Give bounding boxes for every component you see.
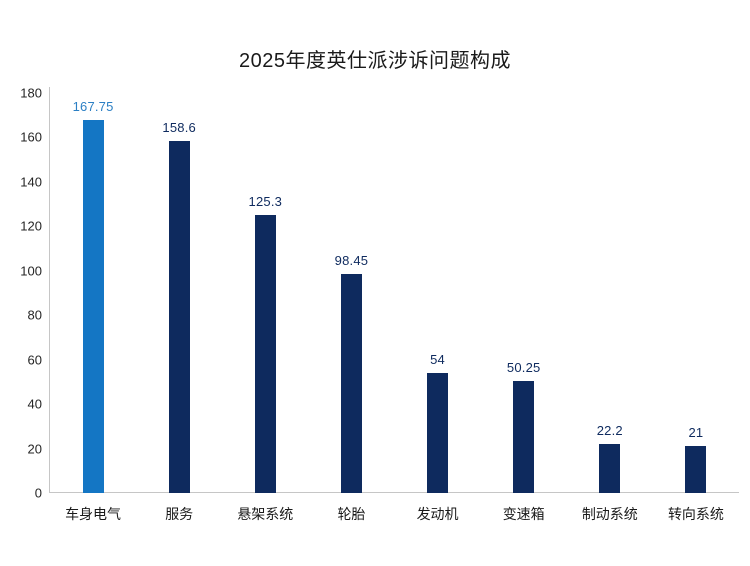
bar-value-label: 158.6 <box>162 119 196 135</box>
x-axis-category-label: 车身电气 <box>65 506 122 522</box>
y-axis-tick-label: 160 <box>20 129 42 145</box>
y-axis-tick-label: 80 <box>27 307 42 323</box>
bar <box>513 381 535 493</box>
bar <box>599 443 621 493</box>
y-axis-tick-label: 140 <box>20 174 42 190</box>
bar-group: 21 转向系统 <box>653 93 739 522</box>
bar <box>685 446 707 493</box>
y-axis-tick-label: 20 <box>27 441 42 457</box>
plot-area: 167.75 车身电气 158.6 服务 125.3 悬架系统 98.45 轮胎 54 发动机 50… <box>49 87 739 522</box>
bar <box>427 373 449 493</box>
x-axis-category-label: 转向系统 <box>667 506 724 522</box>
bar-value-label: 125.3 <box>248 193 283 209</box>
x-axis-category-label: 发动机 <box>416 506 459 522</box>
bar-value-label: 167.75 <box>72 99 114 115</box>
bar <box>254 214 276 493</box>
bar <box>340 274 362 493</box>
bar-group: 50.25 变速箱 <box>481 93 567 522</box>
bar-value-label: 54 <box>430 352 445 367</box>
x-axis-category-label: 悬架系统 <box>237 506 294 522</box>
y-axis-tick-label: 180 <box>20 85 42 101</box>
y-axis-line <box>49 87 50 493</box>
x-axis-category-label: 轮胎 <box>337 506 366 522</box>
x-axis-category-label: 变速箱 <box>502 506 545 522</box>
bar-group: 98.45 轮胎 <box>308 93 394 522</box>
y-axis-tick-label: 120 <box>20 218 42 234</box>
x-axis-category-label: 制动系统 <box>581 506 638 522</box>
y-axis-tick-label: 60 <box>27 352 42 368</box>
y-axis-tick-label: 40 <box>27 396 42 412</box>
bar-value-label: 21 <box>688 425 704 441</box>
bar-value-label: 98.45 <box>334 253 369 269</box>
bar-group: 158.6 服务 <box>136 93 222 522</box>
bar-group: 22.2 制动系统 <box>567 93 653 522</box>
bar <box>82 120 104 493</box>
y-axis-tick-label: 100 <box>20 263 42 279</box>
bar-group: 54 发动机 <box>395 93 481 522</box>
chart-title: 2025年度英仕派涉诉问题构成 <box>239 50 511 72</box>
x-axis-line <box>49 492 739 493</box>
bars-container: 167.75 车身电气 158.6 服务 125.3 悬架系统 98.45 轮胎 54 发动机 50… <box>50 93 739 522</box>
bar-group: 167.75 车身电气 <box>50 93 136 522</box>
bar-value-label: 22.2 <box>596 422 623 438</box>
bar-value-label: 50.25 <box>506 360 541 376</box>
bar-group: 125.3 悬架系统 <box>222 93 308 522</box>
x-axis-category-label: 服务 <box>165 506 194 522</box>
bar <box>168 140 190 493</box>
y-axis-tick-label: 0 <box>34 485 42 501</box>
